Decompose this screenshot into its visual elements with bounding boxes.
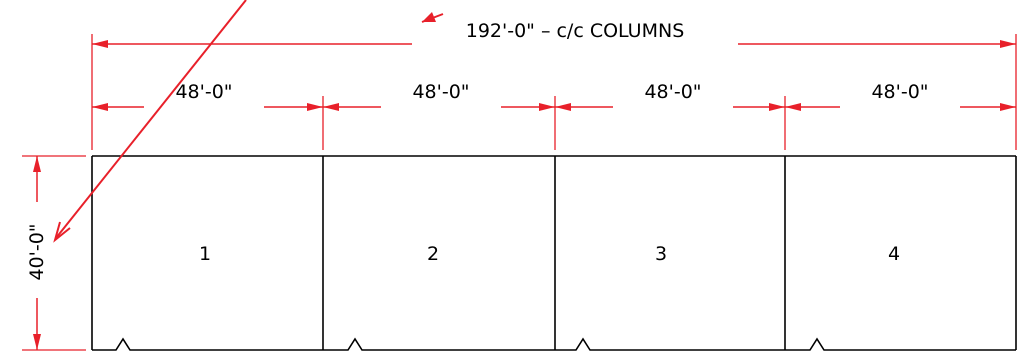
bay-4-left-arrow-icon bbox=[785, 103, 801, 111]
bay-1-number: 1 bbox=[199, 243, 211, 265]
bay-4-dimension-label: 48'-0" bbox=[871, 81, 928, 103]
overall-dimension-label: 192'-0" – c/c COLUMNS bbox=[466, 20, 685, 42]
depth-dimension: 40'-0" bbox=[22, 155, 86, 351]
bay-numbers: 1 2 3 4 bbox=[199, 243, 900, 265]
overall-dimension-left-arrow-icon bbox=[92, 40, 108, 48]
bottom-edge-bay-1 bbox=[92, 337, 323, 351]
annotation-arrows bbox=[53, 0, 444, 243]
depth-top-arrow-icon bbox=[33, 156, 41, 172]
bay-dimensions: 48'-0" 48'-0" 48'-0" 48'-0" bbox=[92, 76, 1016, 112]
bay-3-right-arrow-icon bbox=[769, 103, 785, 111]
annotation-arrowhead-top-icon bbox=[422, 12, 436, 22]
bay-2-dimension-label: 48'-0" bbox=[412, 81, 469, 103]
bay-3-left-arrow-icon bbox=[555, 103, 571, 111]
bottom-edge-bay-4 bbox=[785, 337, 1016, 351]
overall-dimension: 192'-0" – c/c COLUMNS bbox=[92, 10, 1016, 54]
bay-2-number: 2 bbox=[427, 243, 439, 265]
annotation-arrowhead-left-icon bbox=[53, 221, 71, 243]
bottom-edge-bay-2 bbox=[323, 337, 555, 351]
depth-bottom-arrow-icon bbox=[33, 334, 41, 350]
overall-dimension-right-arrow-icon bbox=[1000, 40, 1016, 48]
bay-1-dimension-label: 48'-0" bbox=[175, 81, 232, 103]
depth-dimension-text-mask bbox=[24, 202, 50, 298]
bay-4-number: 4 bbox=[888, 243, 900, 265]
bottom-edge-bay-3 bbox=[555, 337, 785, 351]
bay-1-right-arrow-icon bbox=[307, 103, 323, 111]
overall-dimension-text-mask bbox=[412, 10, 738, 54]
bay-2-dimension-text-mask bbox=[381, 76, 501, 112]
building-outline bbox=[91, 155, 1017, 351]
bay-3-number: 3 bbox=[655, 243, 667, 265]
bay-2-left-arrow-icon bbox=[323, 103, 339, 111]
bay-1-dimension-text-mask bbox=[144, 76, 264, 112]
bay-4-dimension-text-mask bbox=[840, 76, 960, 112]
bay-2-right-arrow-icon bbox=[539, 103, 555, 111]
bay-4-right-arrow-icon bbox=[1000, 103, 1016, 111]
bay-3-dimension-label: 48'-0" bbox=[644, 81, 701, 103]
extension-lines bbox=[91, 34, 1017, 150]
bay-1-left-arrow-icon bbox=[92, 103, 108, 111]
annotation-line-left bbox=[55, 0, 247, 239]
depth-dimension-label: 40'-0" bbox=[26, 223, 48, 280]
bay-3-dimension-text-mask bbox=[613, 76, 733, 112]
